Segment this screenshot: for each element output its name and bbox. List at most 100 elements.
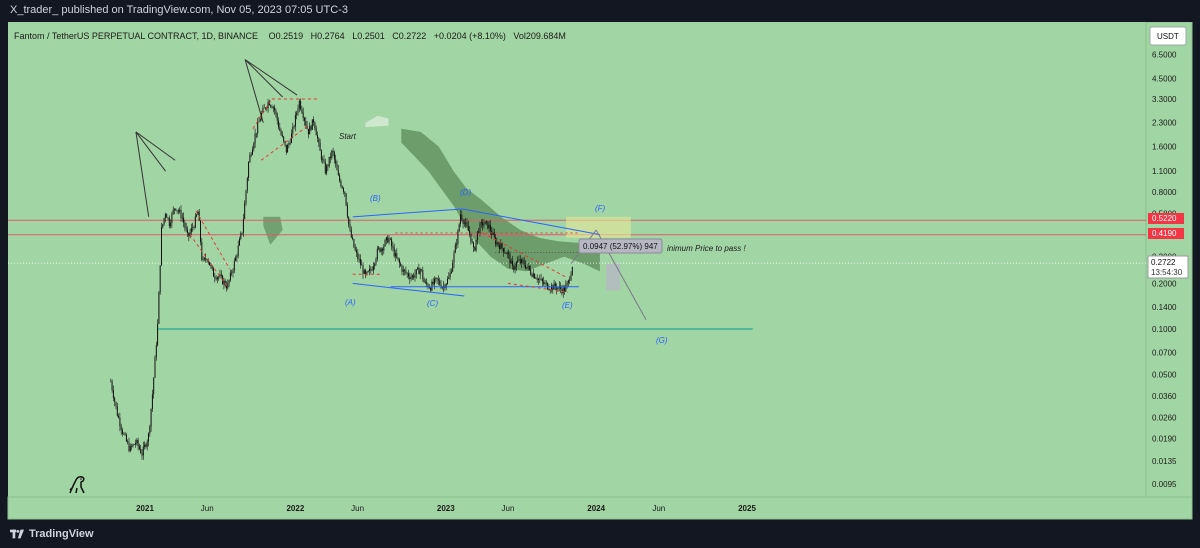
candle-body [547, 283, 549, 290]
candle [450, 268, 452, 274]
candle-body [220, 274, 222, 276]
candle [515, 261, 517, 272]
candle [271, 104, 273, 109]
candle [465, 217, 467, 229]
candle [294, 111, 296, 132]
candle [479, 221, 481, 237]
candle-body [283, 136, 285, 141]
wedge-lower-line-1 [352, 282, 465, 297]
candle-body [380, 248, 382, 252]
candle-body [456, 243, 458, 245]
candle [159, 265, 161, 295]
y-tick-label: 0.0190 [1152, 434, 1177, 443]
candle [287, 143, 289, 153]
candle [150, 408, 152, 432]
candle [161, 222, 162, 267]
price-tag-red-upper: 0.5220 [1152, 214, 1177, 223]
candle [135, 439, 136, 448]
candle-body [249, 154, 251, 163]
candle-body [435, 277, 437, 279]
candle-body [424, 281, 426, 283]
candle [115, 401, 117, 410]
candle [229, 269, 231, 282]
candle [155, 341, 157, 361]
candle-body [463, 223, 465, 224]
candle [409, 272, 411, 284]
time-axis-panel[interactable] [7, 496, 1193, 520]
fan-line-4 [244, 59, 298, 96]
x-tick-label: 2025 [738, 504, 756, 513]
candle [131, 443, 133, 451]
candle [383, 244, 385, 255]
candle [371, 266, 373, 272]
candle [362, 262, 364, 279]
candle [405, 266, 407, 276]
candle [223, 277, 225, 290]
candle [142, 441, 144, 460]
candle [241, 232, 243, 236]
candle-body [519, 259, 521, 264]
candle [526, 267, 528, 270]
x-tick-label: 2022 [286, 504, 304, 513]
candle-body [330, 156, 331, 158]
candle-body [232, 270, 234, 274]
candle-body [426, 281, 428, 285]
candle-body [252, 149, 253, 155]
candle [153, 377, 155, 399]
candle-body [263, 107, 265, 109]
candle [244, 200, 246, 220]
candle-body [332, 150, 334, 153]
candle [326, 163, 328, 176]
candle [279, 122, 281, 132]
candle-body [254, 133, 256, 144]
candle [502, 247, 504, 257]
candle [571, 266, 573, 276]
candle [176, 210, 178, 214]
candle-body [294, 115, 296, 127]
candle [293, 125, 295, 129]
candle-body [541, 278, 543, 282]
candle-body [375, 258, 377, 264]
brand-logo[interactable]: TradingView [10, 527, 94, 541]
candle-body [476, 231, 478, 240]
candle [183, 212, 185, 228]
currency-button[interactable]: USDT [1157, 32, 1179, 41]
candle [249, 152, 251, 163]
legend-volume: Vol209.684M [513, 31, 566, 41]
target-zone-box [566, 216, 631, 238]
candle-body [215, 277, 217, 280]
price-tag-red-lower-bg [1148, 228, 1184, 239]
candle-body [228, 280, 230, 284]
candle-body [153, 377, 155, 395]
currency-button-bg[interactable] [1149, 26, 1187, 46]
candle [278, 117, 279, 130]
x-tick-label: Jun [502, 504, 515, 513]
candle-body [499, 245, 500, 249]
candle [274, 104, 276, 115]
candle-body [159, 265, 161, 292]
candle-body [276, 113, 278, 121]
candle [431, 279, 433, 292]
candle-body [339, 175, 341, 181]
candle-body [155, 345, 157, 357]
candle [162, 223, 164, 229]
candle-body [205, 258, 207, 260]
candle [509, 251, 511, 269]
y-tick-label: 3.3000 [1152, 95, 1177, 104]
candle [144, 441, 146, 450]
annotation-wave-a: (A) [345, 298, 356, 307]
candle-body [162, 224, 164, 228]
candle [267, 98, 269, 113]
candle-body [348, 216, 350, 225]
candle-body [180, 209, 182, 219]
candle [447, 276, 448, 285]
candle-body [145, 444, 147, 447]
candle [543, 276, 545, 286]
candle-body [161, 227, 162, 266]
candle [283, 136, 285, 144]
candle-body [469, 230, 471, 234]
candle [378, 245, 380, 251]
candle [254, 128, 256, 148]
candle [242, 213, 244, 237]
